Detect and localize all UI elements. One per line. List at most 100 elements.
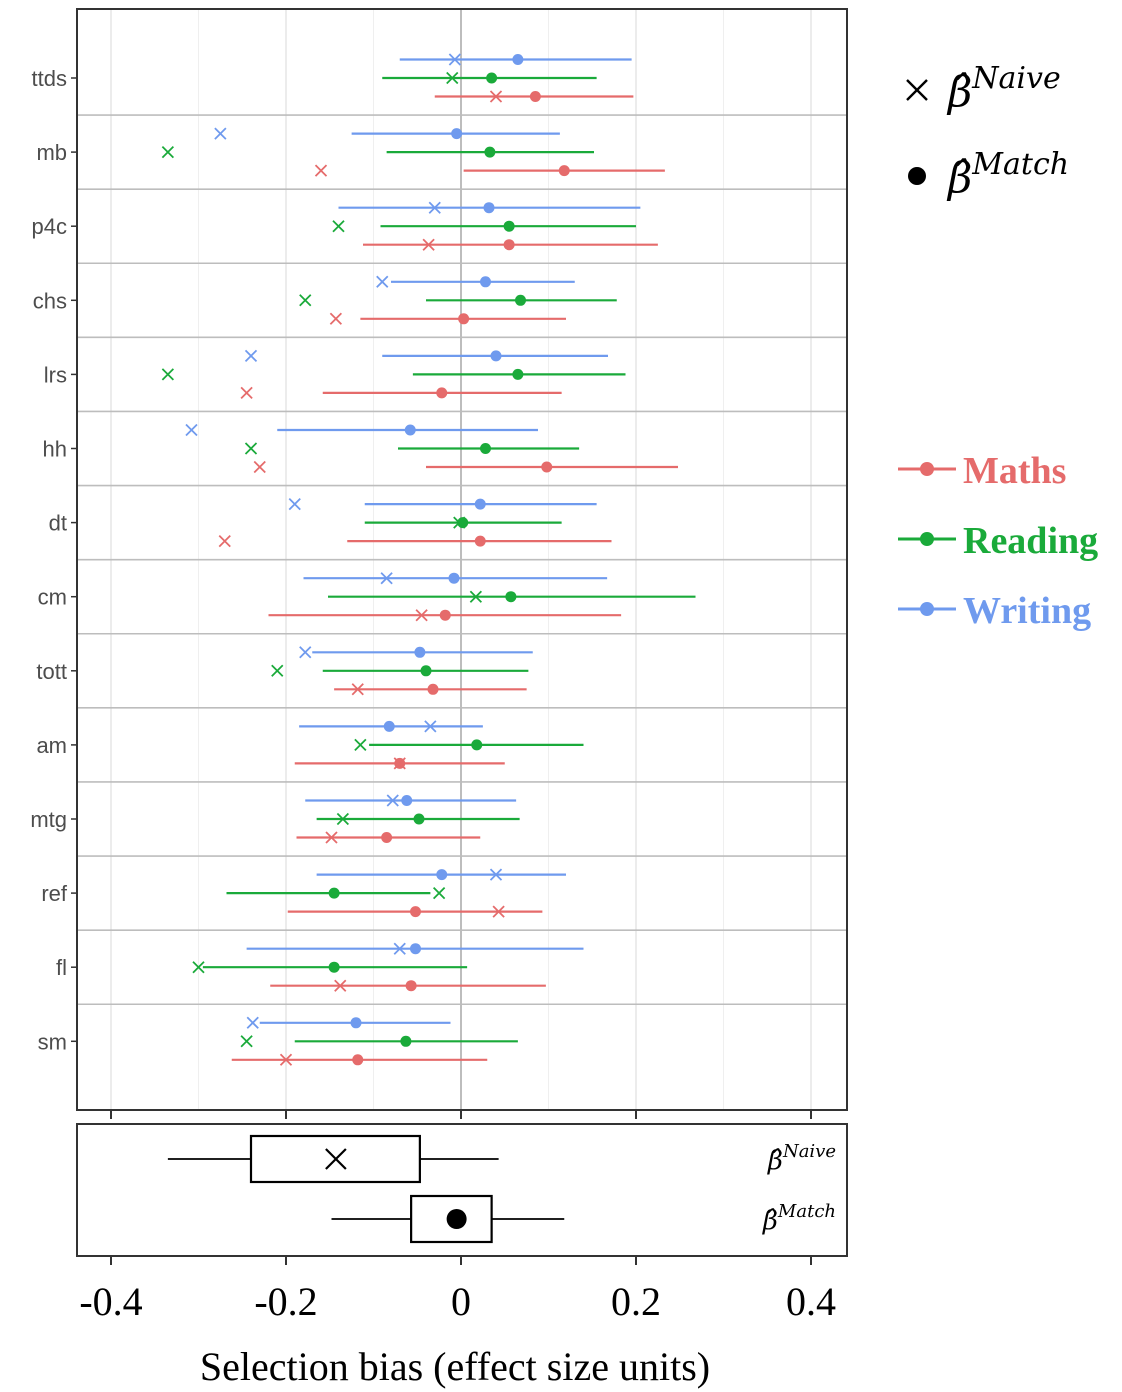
x-axis: Selection bias (effect size units) -0.4 -… (79, 1256, 836, 1389)
category-label-lrs: lrs (44, 362, 67, 387)
maths-naive-point-lrs (240, 386, 253, 400)
reading-naive-point-chs-b (299, 294, 312, 307)
x-tick-label: 0.2 (611, 1279, 661, 1324)
maths-match-point-hh (541, 461, 553, 473)
reading-naive-point-hh-b (244, 442, 258, 455)
reading-naive-point-am-b (354, 738, 367, 752)
maths-naive-point-am (393, 757, 406, 770)
x-axis-title: Selection bias (effect size units) (200, 1344, 710, 1389)
reading-match-point-ttds (486, 72, 498, 84)
maths-match-point-tott (427, 683, 439, 695)
category-label-hh: hh (43, 437, 67, 462)
writing-naive-point-ttds (448, 53, 462, 66)
reading-match-point-mb (484, 146, 496, 158)
reading-match-point-mtg (413, 813, 425, 825)
naive-box-median-marker-b (325, 1148, 347, 1170)
writing-naive-point-hh (185, 423, 198, 437)
reading-match-point-p4c (503, 220, 515, 232)
category-label-ref: ref (41, 881, 68, 906)
reading-naive-point-sm (240, 1035, 253, 1048)
legend-reading-label: Reading (963, 520, 1098, 562)
boxplot-panel: β̂Naive β̂Match (76, 1123, 848, 1257)
writing-naive-point-ttds-b (448, 53, 462, 66)
writing-naive-point-p4c-b (428, 201, 441, 214)
writing-naive-point-am (424, 720, 437, 733)
writing-naive-point-ref-b (489, 868, 503, 881)
category-label-mb: mb (36, 140, 67, 165)
legend-naive-label: β̂Naive (946, 61, 1061, 116)
category-label-fl: fl (56, 955, 67, 980)
reading-naive-point-ttds (446, 71, 459, 85)
writing-match-point-mb (451, 128, 463, 140)
reading-naive-point-mb-b (161, 145, 175, 159)
writing-match-point-tott (414, 646, 426, 658)
maths-naive-point-mb-b (314, 164, 328, 177)
writing-match-point-hh (404, 424, 416, 436)
writing-naive-point-lrs (244, 349, 258, 363)
maths-naive-point-mb (314, 164, 328, 177)
reading-naive-point-mtg-b (336, 812, 350, 826)
reading-naive-point-cm-b (469, 590, 483, 603)
writing-naive-point-dt (288, 497, 301, 511)
match-box-median-marker (446, 1209, 467, 1229)
maths-naive-point-hh (253, 460, 266, 474)
writing-naive-point-cm-b (380, 572, 393, 585)
reading-naive-point-am (354, 738, 367, 752)
writing-match-point-fl (410, 943, 421, 955)
reading-naive-point-tott (271, 664, 284, 677)
legend-match-label: β̂Match (946, 147, 1069, 202)
legend-reading-dot (920, 532, 934, 546)
match-box-label: β̂Match (762, 1201, 836, 1236)
maths-match-point-mtg (381, 832, 393, 843)
reading-match-point-chs (515, 294, 526, 306)
reading-naive-point-sm-b (240, 1035, 253, 1048)
writing-match-point-ttds (512, 54, 524, 65)
maths-naive-point-sm (279, 1053, 293, 1066)
maths-match-point-fl (405, 980, 417, 992)
reading-naive-point-p4c-b (332, 220, 345, 233)
maths-naive-point-cm-b (415, 609, 428, 622)
writing-naive-point-sm (246, 1016, 259, 1029)
writing-naive-point-mb (214, 127, 227, 140)
reading-match-point-cm (505, 591, 517, 603)
maths-naive-point-chs (329, 312, 343, 325)
maths-match-point-lrs (436, 387, 448, 399)
legend-writing-dot (920, 602, 934, 616)
maths-match-point-sm (352, 1054, 364, 1066)
reading-match-point-sm (400, 1035, 412, 1047)
maths-naive-point-p4c (422, 238, 435, 251)
writing-match-point-am (383, 720, 395, 732)
writing-naive-point-tott (299, 646, 312, 659)
maths-naive-point-lrs-b (240, 386, 253, 400)
maths-naive-point-p4c-b (422, 238, 435, 251)
legend: β̂Naive β̂Match Maths Reading Writing (898, 61, 1098, 632)
legend-maths-label: Maths (963, 450, 1066, 492)
maths-match-point-p4c (503, 239, 515, 251)
x-tick-label: -0.4 (79, 1279, 142, 1324)
reading-naive-point-mb (161, 145, 175, 159)
reading-naive-point-lrs (161, 368, 175, 381)
naive-box-median-marker (325, 1148, 347, 1170)
writing-naive-point-sm-b (246, 1016, 259, 1029)
reading-naive-point-lrs-b (161, 368, 175, 381)
reading-naive-point-tott-b (271, 664, 284, 677)
writing-naive-point-ref (489, 868, 503, 881)
writing-match-point-lrs (490, 350, 502, 362)
writing-naive-point-p4c (428, 201, 441, 214)
reading-naive-point-p4c (332, 220, 345, 233)
writing-match-point-chs (480, 276, 491, 288)
maths-naive-point-mtg-b (325, 831, 338, 844)
writing-naive-point-cm (380, 572, 393, 585)
writing-match-point-sm (350, 1017, 362, 1029)
maths-naive-point-ref-b (492, 905, 505, 918)
x-tick-label: -0.2 (254, 1279, 317, 1324)
category-label-dt: dt (49, 511, 67, 536)
writing-match-point-mtg (401, 795, 413, 806)
maths-match-point-dt (474, 535, 486, 547)
maths-match-point-ttds (529, 91, 541, 102)
reading-naive-point-dt-b (453, 516, 466, 529)
reading-match-point-hh (480, 443, 491, 454)
maths-naive-point-am-b (393, 757, 406, 770)
category-label-am: am (36, 733, 67, 758)
writing-naive-point-mb-b (214, 127, 227, 140)
